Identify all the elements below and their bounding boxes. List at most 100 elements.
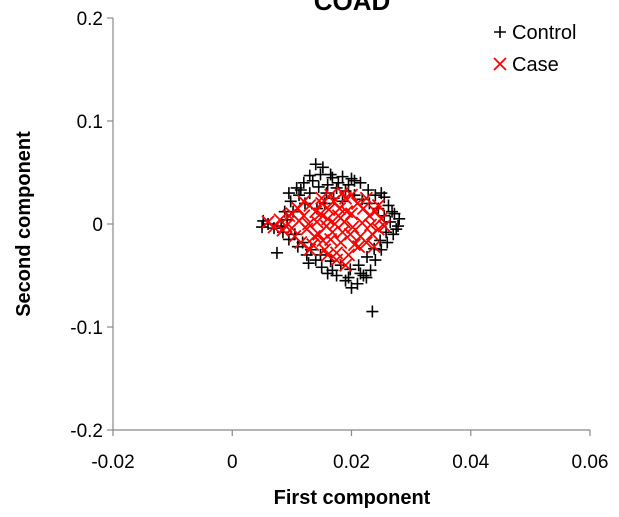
- point-control: [345, 172, 358, 185]
- point-control: [336, 170, 349, 183]
- point-control: [375, 187, 388, 200]
- point-control: [315, 261, 328, 274]
- data-points: [256, 158, 406, 318]
- y-tick-label: 0.2: [77, 9, 103, 30]
- x-tick-label: -0.02: [91, 452, 134, 473]
- point-case: [322, 202, 336, 217]
- y-ticks: 0.2 0.1 0 -0.1 -0.2: [70, 9, 113, 442]
- point-control: [392, 220, 405, 233]
- point-control: [296, 236, 309, 249]
- point-case: [346, 220, 360, 234]
- point-control: [294, 184, 307, 197]
- point-control: [342, 271, 355, 284]
- y-tick-label: 0: [92, 215, 103, 236]
- point-control: [362, 184, 375, 197]
- series-control: [256, 158, 406, 318]
- point-control: [314, 168, 327, 181]
- point-control: [390, 223, 403, 236]
- legend: Control Case: [493, 22, 576, 76]
- point-control: [303, 169, 316, 182]
- point-case: [307, 229, 322, 243]
- point-control: [352, 259, 365, 272]
- point-control: [361, 250, 374, 263]
- point-control: [369, 254, 382, 267]
- x-tick-label: 0.02: [333, 452, 370, 473]
- point-case: [323, 188, 338, 202]
- point-control: [284, 195, 297, 208]
- point-case: [297, 194, 311, 208]
- point-case: [355, 216, 369, 230]
- point-control: [332, 176, 345, 189]
- x-ticks: -0.02 0 0.02 0.04 0.06: [91, 430, 608, 473]
- x-tick-label: 0.04: [452, 452, 489, 473]
- point-case: [303, 243, 317, 257]
- point-case: [359, 191, 374, 205]
- point-control: [354, 267, 367, 280]
- legend-item-case: Case: [493, 54, 559, 76]
- point-control: [302, 257, 315, 270]
- point-control: [366, 305, 379, 318]
- point-control: [339, 274, 352, 287]
- plot-area: 0.2 0.1 0 -0.1 -0.2 -0.02 0 0.02 0.04 0.06: [70, 9, 608, 473]
- point-case: [294, 235, 308, 250]
- point-case: [374, 212, 388, 226]
- point-control: [309, 158, 322, 171]
- point-control: [384, 215, 397, 228]
- point-control: [316, 161, 329, 174]
- point-case: [338, 258, 353, 272]
- point-control: [282, 187, 295, 200]
- point-control: [354, 176, 367, 189]
- point-control: [348, 174, 361, 187]
- point-control: [368, 242, 381, 255]
- point-control: [326, 171, 339, 184]
- point-case: [344, 188, 359, 202]
- point-case: [282, 209, 296, 223]
- point-case: [347, 237, 362, 252]
- point-control: [321, 178, 334, 191]
- point-control: [312, 180, 325, 193]
- y-tick-label: -0.1: [70, 318, 103, 339]
- legend-label: Case: [512, 54, 559, 76]
- point-control: [386, 205, 399, 218]
- series-case: [261, 186, 391, 272]
- point-case: [367, 240, 381, 254]
- point-control: [369, 189, 382, 202]
- point-control: [270, 246, 283, 259]
- legend-item-control: Control: [494, 22, 576, 44]
- point-control: [345, 281, 358, 294]
- legend-marker-cross: [493, 57, 507, 71]
- point-control: [306, 174, 319, 187]
- point-case: [310, 215, 324, 229]
- point-case: [359, 235, 374, 250]
- point-case: [371, 198, 385, 213]
- point-control: [326, 264, 339, 277]
- point-case: [331, 209, 346, 223]
- legend-marker-plus: [494, 26, 506, 38]
- y-tick-label: 0.1: [77, 112, 103, 133]
- point-case: [321, 248, 335, 262]
- point-case: [343, 227, 357, 241]
- point-case: [276, 223, 290, 237]
- point-control: [393, 212, 406, 225]
- point-control: [293, 189, 306, 202]
- x-tick-label: 0: [227, 452, 238, 473]
- point-case: [363, 218, 378, 232]
- y-tick-label: -0.2: [70, 421, 103, 442]
- point-control: [374, 234, 387, 247]
- point-case: [301, 217, 316, 231]
- point-case: [325, 225, 340, 239]
- point-case: [341, 248, 356, 262]
- y-axis-label: Second component: [13, 131, 35, 317]
- point-case: [292, 214, 306, 228]
- point-case: [329, 253, 344, 267]
- point-control: [324, 168, 337, 181]
- point-control: [382, 199, 395, 212]
- point-control: [303, 187, 316, 200]
- point-control: [387, 228, 400, 241]
- point-case: [377, 219, 391, 233]
- x-axis-label: First component: [274, 487, 431, 509]
- point-control: [297, 176, 310, 189]
- chart-title: COAD: [314, 0, 391, 16]
- point-control: [364, 264, 377, 277]
